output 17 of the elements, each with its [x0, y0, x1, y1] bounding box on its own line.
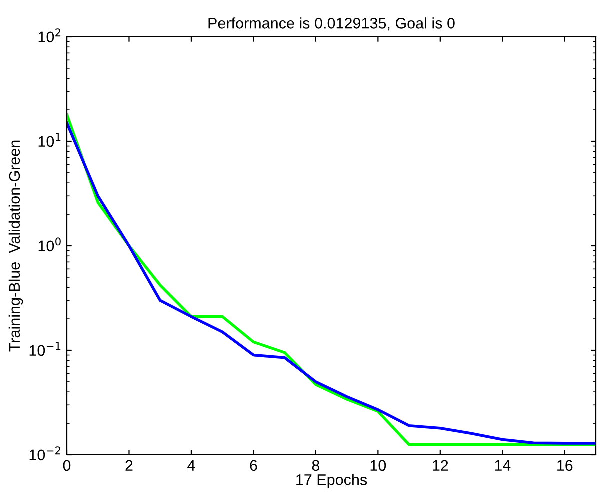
chart-title: Performance is 0.0129135, Goal is 0	[208, 18, 455, 31]
x-tick-label: 0	[63, 460, 71, 472]
x-tick-label: 2	[126, 460, 133, 471]
y-tick-label: 10$^{1}$	[38, 133, 61, 148]
y-tick-label: 10$^{2}$	[38, 28, 61, 43]
x-tick-label: 6	[250, 460, 258, 472]
x-tick-label: 8	[312, 460, 320, 472]
x-tick-label: 14	[495, 460, 511, 471]
x-tick-label: 16	[558, 460, 573, 472]
y-axis-title: Training-Blue Validation-Green	[8, 140, 24, 352]
y-tick-label: 10$^{0}$	[38, 238, 61, 252]
x-axis-title: 17 Epochs	[296, 474, 368, 488]
x-tick-label: 4	[188, 460, 196, 471]
y-tick-label: 10$^{−2}$	[30, 446, 61, 461]
x-tick-label: 12	[433, 460, 448, 471]
x-tick-label: 10	[370, 460, 386, 472]
y-tick-label: 10$^{−1}$	[30, 342, 61, 356]
